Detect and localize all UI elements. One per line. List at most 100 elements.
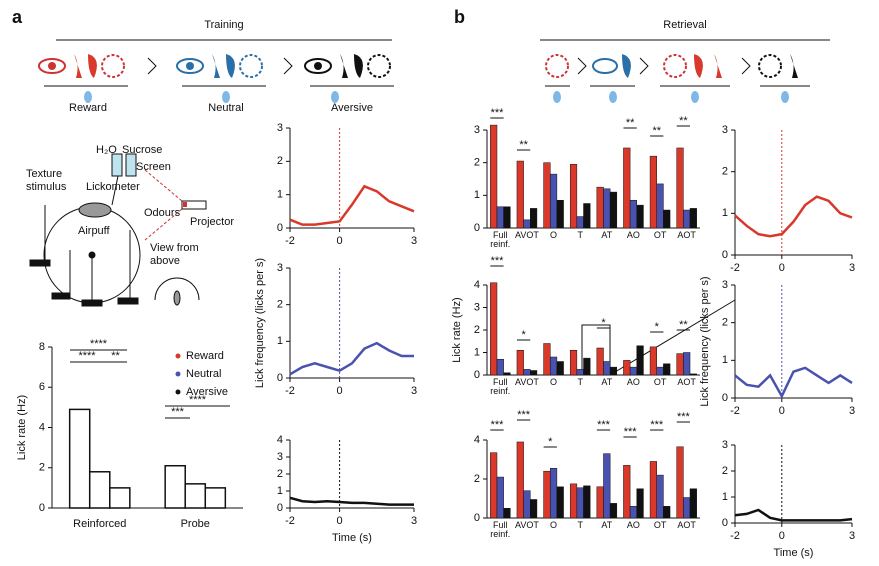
bar: [623, 147, 631, 229]
y-tick-label: 2: [722, 465, 728, 477]
bar: [496, 476, 504, 519]
x-tick-label: AO: [626, 521, 640, 530]
bar: [503, 508, 511, 519]
x-tick-label: T: [577, 378, 583, 387]
significance-label: **: [679, 115, 688, 127]
bar: [603, 188, 611, 229]
x-tick-label-box: OT: [654, 521, 667, 530]
y-tick-label: 1: [277, 335, 283, 347]
y-tick-label: 1: [277, 189, 283, 201]
y-axis-label: Lick frequency (licks per s): [254, 258, 266, 388]
x-tick-label-box: AO: [626, 521, 640, 530]
bar: [88, 471, 111, 509]
y-tick-label: 1: [722, 354, 728, 366]
significance-label: ****: [189, 394, 207, 406]
x-tick-label-box: Full reinf.: [490, 378, 510, 396]
mean-trace: [289, 341, 414, 376]
x-tick-label: T: [577, 231, 583, 240]
y-tick-label: 4: [39, 421, 45, 433]
bar: [656, 183, 664, 229]
bar: [629, 506, 638, 519]
bar: [530, 370, 538, 376]
x-tick-label: 3: [849, 530, 855, 542]
bar: [523, 369, 531, 376]
y-tick-label: 0: [722, 249, 728, 261]
y-tick-label: 2: [39, 462, 45, 474]
y-tick-label: 1: [474, 346, 480, 358]
x-tick-label: AOT: [677, 378, 696, 387]
mean-trace: [289, 496, 414, 506]
significance-label: *: [655, 321, 660, 333]
bar: [490, 452, 498, 519]
legend-label: Reward: [186, 350, 224, 362]
bar: [683, 497, 691, 519]
x-tick-label-box: T: [577, 231, 583, 240]
x-tick-label: AVOT: [515, 521, 539, 530]
panel-label: a: [12, 7, 23, 27]
y-tick-label: 3: [722, 279, 728, 291]
x-tick-label-box: AOT: [677, 378, 696, 387]
y-axis-label: Lick frequency (licks per s): [699, 276, 711, 406]
bar: [649, 346, 657, 376]
y-tick-label: 4: [474, 434, 480, 446]
setup-label: H₂O: [96, 144, 117, 156]
setup-label: Odours: [144, 207, 181, 219]
panel-label: b: [454, 7, 465, 27]
mean-trace: [289, 184, 415, 226]
stage-label: Reward: [69, 102, 107, 114]
bar: [683, 209, 691, 229]
x-tick-label-box: AOT: [677, 521, 696, 530]
bar: [549, 356, 558, 376]
bar: [663, 363, 671, 376]
y-tick-label: 1: [277, 485, 283, 497]
bar: [676, 353, 684, 376]
x-tick-label: AVOT: [515, 231, 539, 240]
y-tick-label: 3: [722, 124, 728, 136]
x-axis-label: Time (s): [332, 532, 372, 544]
x-tick-label-box: Full reinf.: [490, 521, 511, 539]
x-tick-label-box: OT: [654, 231, 667, 240]
bar: [649, 461, 657, 519]
bar: [683, 352, 691, 376]
bar: [656, 366, 664, 376]
y-tick-label: 0: [474, 512, 480, 524]
bar: [503, 206, 511, 229]
setup-label: Sucrose: [122, 144, 162, 156]
y-tick-label: 0: [277, 502, 283, 514]
x-tick-label: Reinforced: [73, 518, 126, 530]
bar: [623, 465, 631, 519]
connector: [609, 299, 736, 376]
bar: [556, 199, 564, 229]
bar: [496, 359, 504, 376]
bar: [569, 164, 578, 229]
bar: [543, 343, 551, 376]
y-tick-label: 1: [474, 189, 480, 201]
significance-label: *: [601, 317, 606, 329]
significance-label: ***: [650, 419, 664, 431]
y-tick-label: 2: [474, 157, 480, 169]
bar: [609, 503, 618, 519]
significance-label: ***: [491, 255, 505, 267]
x-tick-label: 3: [411, 515, 417, 527]
x-tick-label-box: O: [550, 378, 557, 387]
significance-label: ****: [78, 350, 96, 362]
bar: [184, 483, 207, 509]
x-tick-label: Full reinf.: [490, 521, 511, 539]
y-tick-label: 4: [277, 434, 283, 446]
x-tick-label: -2: [285, 515, 295, 527]
stage-label: Neutral: [208, 102, 243, 114]
x-tick-label-box: AVOT: [515, 521, 539, 530]
x-axis-label: Time (s): [774, 547, 814, 559]
y-tick-label: 0: [474, 369, 480, 381]
bar: [68, 408, 91, 509]
bar: [609, 191, 618, 229]
x-tick-label: -2: [730, 262, 740, 274]
x-tick-label: -2: [285, 235, 295, 247]
bar: [583, 357, 591, 376]
bar: [676, 147, 684, 229]
significance-label: ****: [90, 338, 108, 350]
x-tick-label: AT: [601, 231, 613, 240]
bar: [636, 488, 644, 519]
bar: [689, 373, 697, 376]
